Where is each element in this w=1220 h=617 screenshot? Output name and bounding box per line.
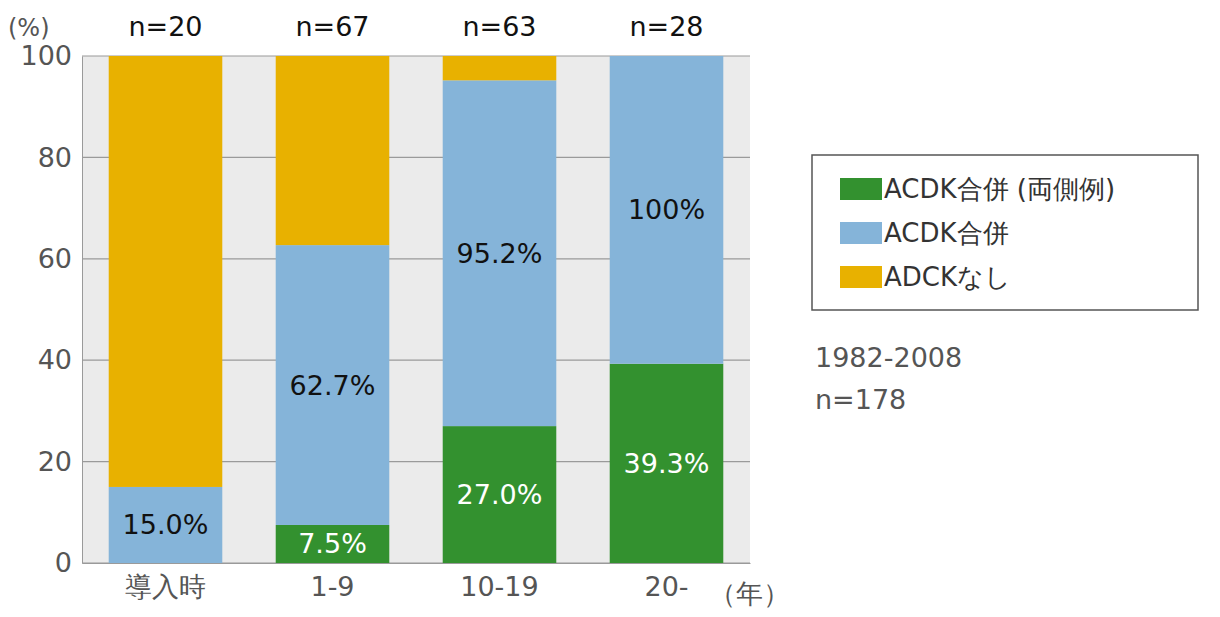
plot-background <box>82 56 750 563</box>
tick-label: 導入時 <box>125 571 206 602</box>
x-axis: 導入時 1-9 10-19 20- <box>83 563 751 602</box>
note: 1982-2008 <box>815 342 962 373</box>
tick: 0 <box>55 547 82 578</box>
bar <box>610 364 724 563</box>
legend-label: ADCKなし <box>884 262 1011 292</box>
tick: 80 <box>38 142 82 173</box>
axis-line <box>83 563 751 564</box>
note: n=178 <box>815 384 906 415</box>
tick-label: 20- <box>644 571 688 602</box>
bar <box>610 56 724 364</box>
tick-label: 60 <box>38 243 72 274</box>
tick: 1-9 <box>310 563 354 602</box>
n-label: n=20 <box>128 11 202 42</box>
bars <box>109 56 724 563</box>
labels: 7.5% 27.0% 39.3% 15.0% 62.7% 95.2% 100% n=20 n=6… <box>123 11 710 559</box>
data-label: 7.5% <box>298 528 367 559</box>
tick: 10-19 <box>460 563 538 602</box>
bar <box>109 56 223 487</box>
series <box>109 56 557 487</box>
x-axis-title: （年） <box>709 578 790 609</box>
tick: 40 <box>38 344 82 375</box>
n-label: n=67 <box>295 11 369 42</box>
legend-frame <box>812 155 1198 310</box>
bar <box>443 56 557 80</box>
tick: 20 <box>38 446 82 477</box>
data-label: 39.3% <box>624 448 710 479</box>
bar <box>276 525 390 563</box>
grid <box>82 56 750 563</box>
tick-label: 80 <box>38 142 72 173</box>
n-label: n=28 <box>629 11 703 42</box>
annotation: 62.7% <box>290 370 376 401</box>
annotation: 100% <box>628 194 705 225</box>
y-axis: 0 20 40 60 80 100 <box>20 40 82 578</box>
bar <box>443 426 557 563</box>
legend-swatch <box>840 178 882 200</box>
tick-label: 100 <box>20 40 72 71</box>
legend-label: ACDK合併 (両側例) <box>884 174 1115 204</box>
tick: 60 <box>38 243 82 274</box>
data-label: 27.0% <box>457 479 543 510</box>
bar <box>276 56 390 245</box>
tick: 20- <box>644 563 688 602</box>
tick-label: 10-19 <box>460 571 538 602</box>
legend-swatch <box>840 222 882 244</box>
y-axis-title: (%) <box>8 14 50 42</box>
chart: 7.5% 27.0% 39.3% 15.0% 62.7% 95.2% 100% n=20 n=6… <box>0 0 1220 617</box>
legend-label: ACDK合併 <box>884 218 1009 248</box>
annotation: 95.2% <box>457 238 543 269</box>
bar <box>610 56 724 57</box>
legend: ACDK合併 (両側例) ACDK合併 ADCKなし <box>812 155 1198 310</box>
tick-label: 0 <box>55 547 72 578</box>
bar <box>109 487 223 563</box>
bar <box>276 245 390 525</box>
legend-swatch <box>840 266 882 288</box>
series <box>109 56 724 563</box>
tick-label: 1-9 <box>310 571 354 602</box>
annotation: 15.0% <box>123 509 209 540</box>
tick-label: 20 <box>38 446 72 477</box>
tick: 100 <box>20 40 82 71</box>
axis-line <box>82 57 83 564</box>
bar <box>443 80 557 426</box>
tick-label: 40 <box>38 344 72 375</box>
n-label: n=63 <box>462 11 536 42</box>
tick: 導入時 <box>125 563 206 602</box>
